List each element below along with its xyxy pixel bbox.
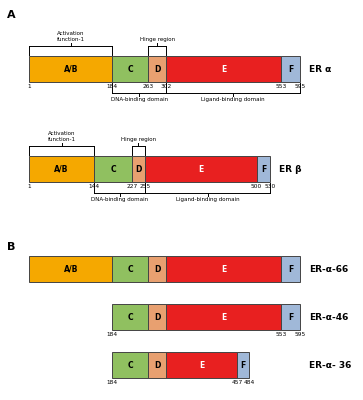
Text: D: D [154, 64, 160, 74]
Bar [281, 304, 300, 330]
Text: ER-α-46: ER-α-46 [309, 312, 348, 322]
Text: ER α: ER α [309, 64, 331, 74]
Bar [29, 156, 94, 182]
Text: A/B: A/B [64, 264, 78, 274]
Text: F: F [241, 360, 246, 370]
Text: 184: 184 [107, 84, 118, 89]
Text: 553: 553 [275, 332, 286, 337]
Text: F: F [288, 64, 293, 74]
Text: C: C [128, 264, 133, 274]
Text: E: E [198, 164, 203, 174]
Text: 255: 255 [139, 184, 151, 189]
Text: D: D [154, 360, 160, 370]
Text: 595: 595 [294, 84, 306, 89]
Text: F: F [288, 264, 293, 274]
Text: D: D [154, 312, 160, 322]
Text: 263: 263 [143, 84, 154, 89]
Text: 595: 595 [294, 332, 306, 337]
Text: Activation
function-1: Activation function-1 [48, 131, 76, 142]
Bar [148, 256, 166, 282]
Text: F: F [261, 164, 266, 174]
Text: D: D [135, 164, 142, 174]
Text: E: E [221, 64, 226, 74]
Text: ER-α- 36: ER-α- 36 [309, 360, 351, 370]
Text: DNA-binding domain: DNA-binding domain [111, 97, 168, 102]
Bar [166, 56, 281, 82]
Text: D: D [154, 264, 160, 274]
Text: 553: 553 [275, 84, 286, 89]
Text: C: C [128, 312, 133, 322]
Bar [257, 156, 270, 182]
Text: B: B [7, 242, 16, 252]
Text: E: E [221, 264, 226, 274]
Text: C: C [128, 360, 133, 370]
Text: 144: 144 [89, 184, 100, 189]
Bar [113, 56, 148, 82]
Text: A/B: A/B [54, 164, 69, 174]
Bar [29, 256, 113, 282]
Text: 1: 1 [27, 84, 31, 89]
Bar [148, 56, 166, 82]
Text: F: F [288, 312, 293, 322]
Bar [94, 156, 132, 182]
Text: 227: 227 [126, 184, 138, 189]
Bar [113, 256, 148, 282]
Text: 530: 530 [265, 184, 276, 189]
Text: Activation
function-1: Activation function-1 [57, 31, 85, 42]
Text: ER-α-66: ER-α-66 [309, 264, 348, 274]
Text: 484: 484 [244, 380, 255, 385]
Bar [166, 256, 281, 282]
Bar [132, 156, 145, 182]
Text: 302: 302 [161, 84, 172, 89]
Bar [148, 304, 166, 330]
Text: C: C [128, 64, 133, 74]
Text: 1: 1 [27, 184, 31, 189]
Text: DNA-binding domain: DNA-binding domain [91, 197, 148, 202]
Text: Ligand-binding domain: Ligand-binding domain [201, 97, 265, 102]
Text: Hinge region: Hinge region [140, 36, 175, 42]
Text: 500: 500 [251, 184, 262, 189]
Bar [113, 304, 148, 330]
Text: 184: 184 [107, 380, 118, 385]
Text: A: A [7, 10, 16, 20]
Text: Hinge region: Hinge region [121, 136, 156, 142]
Text: A/B: A/B [64, 64, 78, 74]
Bar [145, 156, 257, 182]
Bar [166, 304, 281, 330]
Text: 457: 457 [231, 380, 242, 385]
Bar [281, 256, 300, 282]
Bar [166, 352, 237, 378]
Text: E: E [221, 312, 226, 322]
Text: C: C [110, 164, 116, 174]
Text: Ligand-binding domain: Ligand-binding domain [176, 197, 240, 202]
Text: E: E [199, 360, 204, 370]
Bar [237, 352, 249, 378]
Bar [281, 56, 300, 82]
Bar [113, 352, 148, 378]
Bar [29, 56, 113, 82]
Bar [148, 352, 166, 378]
Text: 184: 184 [107, 332, 118, 337]
Text: ER β: ER β [280, 164, 302, 174]
